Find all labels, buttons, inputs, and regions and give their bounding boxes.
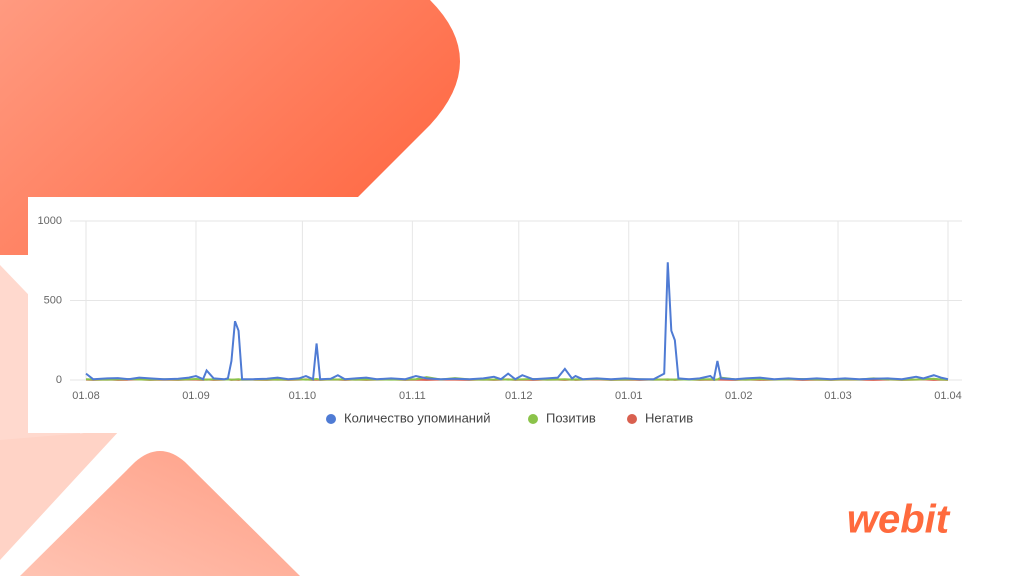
y-tick-label: 0: [56, 374, 62, 386]
legend-label: Негатив: [645, 410, 693, 425]
decor-shape: [20, 451, 300, 576]
decor-shape: [0, 0, 460, 255]
legend-marker: [528, 414, 538, 424]
x-tick-label: 01.04: [934, 390, 962, 402]
legend-marker: [627, 414, 637, 424]
x-tick-label: 01.10: [289, 390, 317, 402]
chart: 0 500 1000 01.08 01.09 01.10 01.11 01.12 01.01 01…: [38, 215, 962, 425]
x-tick-label: 01.12: [505, 390, 533, 402]
y-tick-label: 500: [44, 294, 62, 306]
x-tick-label: 01.11: [399, 390, 426, 402]
x-tick-label: 01.03: [824, 390, 852, 402]
x-tick-label: 01.09: [182, 390, 210, 402]
legend-marker: [326, 414, 336, 424]
series-line: [85, 262, 949, 382]
x-tick-label: 01.02: [725, 390, 753, 402]
chart-card: [28, 197, 965, 433]
x-tick-label: 01.01: [615, 390, 643, 402]
legend-label: Позитив: [546, 410, 596, 425]
logo: webit: [847, 498, 951, 542]
legend-label: Количество упоминаний: [344, 410, 491, 425]
x-tick-label: 01.08: [72, 390, 100, 402]
decor-shape: [0, 430, 120, 560]
y-tick-label: 1000: [38, 215, 62, 227]
